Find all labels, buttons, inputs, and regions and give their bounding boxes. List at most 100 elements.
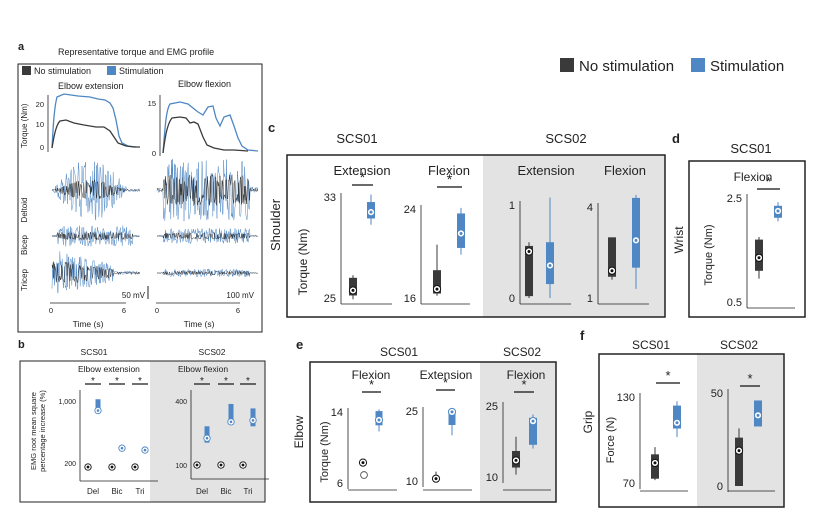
panel-e-title-ext-01: Extension — [420, 368, 473, 382]
panel-d-letter: d — [672, 131, 680, 146]
panel-b-scs02-median-dot-stim — [205, 436, 209, 440]
panel-a-xtick: 6 — [122, 306, 126, 315]
panel-a-xtick: 0 — [49, 306, 53, 315]
panel-a-xtick: 6 — [236, 306, 240, 315]
panel-b-scs01-median-dot-no-stim — [133, 465, 137, 469]
panel-f-letter: f — [580, 328, 585, 343]
panel-e-ext01-box-stim — [448, 409, 456, 425]
panel-b-scs02-median-dot-no-stim — [241, 463, 245, 467]
panel-f-01-ytick: 130 — [617, 392, 635, 404]
panel-d-median-dot-stim — [776, 209, 780, 213]
panel-a-right-tick: 15 — [148, 99, 156, 108]
torque-trace-extension-no-stim — [51, 119, 140, 149]
panel-a-legend-stim: Stimulation — [119, 66, 164, 76]
panel-f-frame — [598, 353, 785, 508]
panel-b-letter: b — [18, 339, 25, 351]
panel-e-plot: 14 6 * 25 10 * 25 10 * — [331, 375, 551, 491]
panel-c-flex01-ytick: 24 — [404, 204, 416, 216]
emg-trace-tricep-ext-no-stim — [51, 261, 140, 284]
panel-e-subject-scs01: SCS01 — [380, 345, 418, 359]
panel-f-01-median-dot-stim — [675, 421, 679, 425]
emg-trace-deltoid-flex-no-stim — [156, 173, 259, 206]
panel-b-scs01-median-dot-stim — [96, 409, 100, 412]
panel-c-ext02-median-dot-stim — [548, 263, 552, 267]
panel-b-scs02-sig-star: * — [224, 376, 228, 387]
panel-b-scs01-ytick: 200 — [64, 461, 76, 468]
panel-c-plot: 33 25 * 24 16 * 1 0 4 1 — [324, 169, 649, 305]
panel-c-flex01-median-dot-no-stim — [435, 287, 439, 291]
panel-b-scs02-xtick: Del — [196, 487, 208, 496]
panel-b-scs01-median-dot-no-stim — [86, 465, 90, 469]
panel-a-right-tick: 0 — [152, 149, 156, 158]
panel-e-flex01-ytick: 14 — [331, 407, 343, 419]
panel-d-plot: 2.5 0.5 * — [727, 174, 795, 309]
panel-f-02-median-dot-no-stim — [737, 449, 741, 453]
panel-b-scs02-median-dot-no-stim — [195, 463, 199, 467]
panel-b-scs02-ytick: 100 — [175, 463, 187, 470]
emg-trace-bicep-flex-stim — [156, 227, 258, 245]
panel-e-title-flex-01: Flexion — [352, 368, 391, 382]
panel-b-plot: 1,000 200 * Del * Bic * Tri 400 100 * Del * Bic * Tri — [58, 376, 269, 496]
panel-a-emg-label-tricep: Tricep — [20, 268, 29, 290]
figure-legend: No stimulation Stimulation — [560, 58, 784, 75]
panel-d-title: Flexion — [734, 170, 773, 184]
panel-e-flex01-median-dot-stim — [377, 418, 381, 422]
panel-f-row-label: Grip — [581, 410, 595, 433]
panel-f-01-sig-star: * — [665, 368, 670, 383]
panel-d-frame — [688, 160, 806, 318]
panel-e-flex01-sig-star: * — [369, 377, 374, 392]
panel-c-flex01-sig-star: * — [447, 171, 453, 187]
panel-e-row-label: Elbow — [292, 415, 306, 448]
panel-c-ext01-median-dot-no-stim — [351, 288, 355, 292]
panel-b-scs02-median-dot-no-stim — [219, 463, 223, 467]
panel-c-row-label: Shoulder — [268, 198, 283, 251]
emg-trace-bicep-flex-no-stim — [156, 231, 258, 240]
panel-b-scs02-sig-star: * — [246, 376, 250, 387]
panel-f-subject-scs01: SCS01 — [632, 338, 670, 352]
panel-c-flex01-median-dot-stim — [459, 231, 463, 235]
panel-b-scs02-box-stim — [228, 403, 234, 425]
panel-c-letter: c — [268, 120, 275, 135]
panel-b-scs01-median-dot-stim — [120, 446, 124, 450]
panel-e-shade — [480, 362, 556, 502]
panel-e-ext01-median-dot-stim — [450, 410, 454, 414]
emg-trace-deltoid-ext-no-stim — [51, 178, 140, 199]
legend-label-no-stim: No stimulation — [579, 58, 674, 75]
panel-b-scs01-sig-star: * — [115, 376, 119, 387]
panel-b-scs02-xtick: Tri — [243, 487, 252, 496]
panel-f-02-median-dot-stim — [756, 413, 760, 417]
panel-a-left-tick: 20 — [36, 100, 44, 109]
panel-c-flex02-ytick: 4 — [587, 202, 593, 214]
panel-b-scs02-median-dot-stim — [251, 419, 255, 422]
legend-swatch-no-stim — [560, 58, 574, 72]
panel-f-subject-scs02: SCS02 — [720, 338, 758, 352]
panel-c-subject-scs02: SCS02 — [545, 131, 586, 146]
panel-b-scs01-box-stim — [95, 399, 101, 411]
panel-e-title-flex-02: Flexion — [507, 368, 546, 382]
panel-c-ext01-sig-star: * — [360, 169, 366, 185]
panel-b: b SCS01 SCS02 EMG root mean square perce… — [18, 339, 269, 503]
panel-c-ext02-ytick: 1 — [509, 200, 515, 212]
panel-e-flex01-ytick: 6 — [337, 478, 343, 490]
panel-d-row-label: Wrist — [672, 226, 686, 254]
panel-a-xlabel-left: Time (s) — [73, 319, 104, 329]
panel-c-ext01-ytick: 33 — [324, 192, 336, 204]
panel-e-flex02-ytick: 25 — [486, 401, 498, 413]
panel-f-02-ytick: 0 — [717, 481, 723, 493]
panel-d-sig-star: * — [766, 174, 771, 189]
panel-e-ext01-median-dot-no-stim — [434, 477, 438, 481]
panel-c-flex02-median-dot-stim — [634, 238, 638, 242]
panel-a-emg-label-bicep: Bicep — [20, 234, 29, 255]
panel-c: c SCS01 SCS02 Shoulder Torque (Nm) Exten… — [268, 120, 666, 318]
panel-c-title-flex-01: Flexion — [428, 163, 470, 178]
panel-f-02-box-no-stim — [735, 437, 743, 486]
panel-b-ylabel-2: percentage increase (%) — [38, 390, 47, 472]
panel-a-scale-right: 100 mV — [226, 291, 254, 300]
panel-c-ext01-median-dot-stim — [369, 210, 373, 214]
panel-e-frame — [309, 361, 557, 503]
panel-a-xlabel-right: Time (s) — [184, 319, 215, 329]
panel-c-title-ext-02: Extension — [517, 163, 574, 178]
panel-a-legend-swatch-no-stim — [22, 66, 31, 75]
panel-a: a Representative torque and EMG profile … — [17, 41, 263, 333]
panel-d: d SCS01 Wrist Flexion Torque (Nm) 2.5 0.5… — [672, 131, 806, 318]
